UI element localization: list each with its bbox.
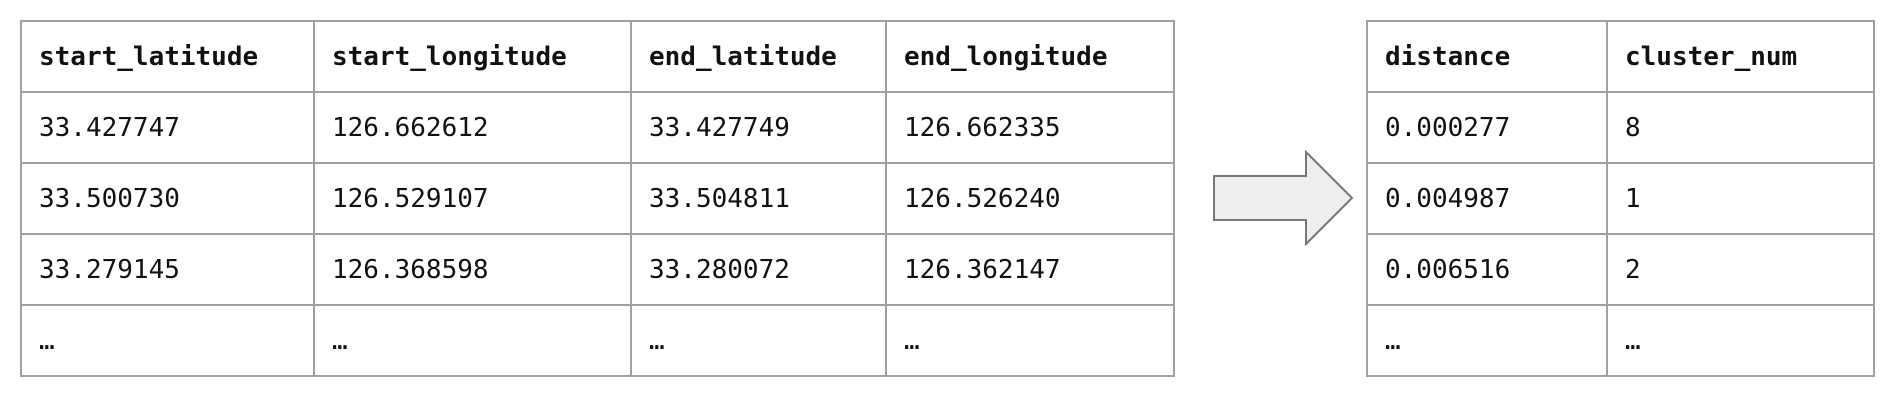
table-cell: … (1366, 304, 1608, 377)
table-cell: 126.662612 (313, 91, 632, 164)
table-cell: 0.000277 (1366, 91, 1608, 164)
right-arrow-shape (1213, 150, 1354, 246)
table-row: 33.427747 126.662612 33.427749 126.66233… (20, 91, 1175, 164)
right-arrow-icon (1213, 150, 1354, 246)
table-cell: … (313, 304, 632, 377)
table-cell: … (20, 304, 315, 377)
table-cell: … (630, 304, 887, 377)
table-row: 0.000277 8 (1366, 91, 1875, 164)
table-cell: 126.368598 (313, 233, 632, 306)
table-cell: … (885, 304, 1175, 377)
table-row: 0.006516 2 (1366, 233, 1875, 306)
table-cell: 33.427749 (630, 91, 887, 164)
column-header-end-latitude: end_latitude (630, 20, 887, 93)
column-header-start-longitude: start_longitude (313, 20, 632, 93)
table-row: … … (1366, 304, 1875, 377)
table-cell: 126.526240 (885, 162, 1175, 235)
table-cell: 126.362147 (885, 233, 1175, 306)
table-row: 33.500730 126.529107 33.504811 126.52624… (20, 162, 1175, 235)
column-header-distance: distance (1366, 20, 1608, 93)
output-distance-cluster-table: distance cluster_num 0.000277 8 0.004987… (1366, 20, 1875, 377)
table-cell: 33.280072 (630, 233, 887, 306)
table-cell: 0.006516 (1366, 233, 1608, 306)
table-header-row: distance cluster_num (1366, 20, 1875, 93)
table-cell: 126.529107 (313, 162, 632, 235)
table-cell: 2 (1606, 233, 1875, 306)
column-header-cluster-num: cluster_num (1606, 20, 1875, 93)
table-cell: 33.500730 (20, 162, 315, 235)
input-coordinates-table: start_latitude start_longitude end_latit… (20, 20, 1175, 377)
table-cell: 1 (1606, 162, 1875, 235)
table-cell: 33.504811 (630, 162, 887, 235)
table-cell: 33.427747 (20, 91, 315, 164)
table-cell: 8 (1606, 91, 1875, 164)
table-cell: 126.662335 (885, 91, 1175, 164)
table-cell: 0.004987 (1366, 162, 1608, 235)
table-cell: 33.279145 (20, 233, 315, 306)
table-row: 33.279145 126.368598 33.280072 126.36214… (20, 233, 1175, 306)
table-cell: … (1606, 304, 1875, 377)
column-header-start-latitude: start_latitude (20, 20, 315, 93)
table-header-row: start_latitude start_longitude end_latit… (20, 20, 1175, 93)
table-row: … … … … (20, 304, 1175, 377)
table-row: 0.004987 1 (1366, 162, 1875, 235)
column-header-end-longitude: end_longitude (885, 20, 1175, 93)
